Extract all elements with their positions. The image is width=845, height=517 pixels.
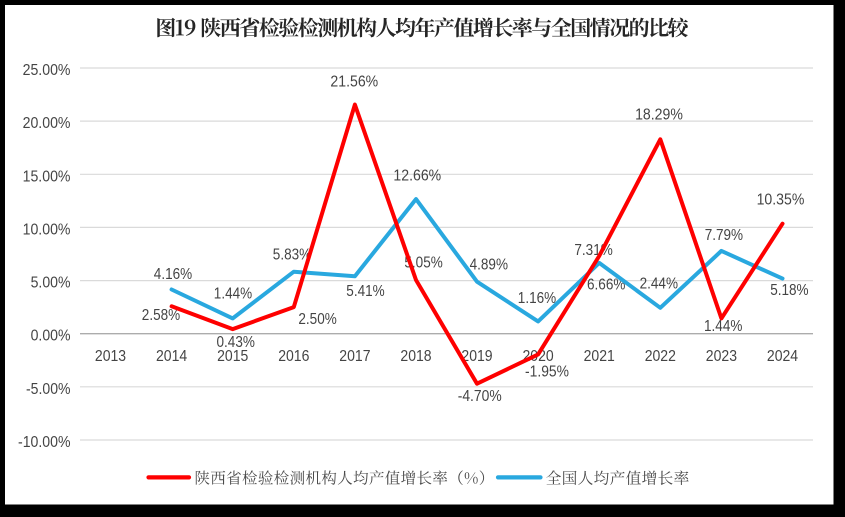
svg-text:2024: 2024 [767, 348, 798, 365]
svg-text:20.00%: 20.00% [23, 115, 71, 132]
svg-text:2.44%: 2.44% [640, 276, 678, 293]
svg-text:21.56%: 21.56% [330, 73, 378, 90]
svg-text:2023: 2023 [706, 348, 737, 365]
svg-text:-1.95%: -1.95% [525, 364, 569, 381]
svg-text:4.16%: 4.16% [154, 266, 192, 283]
svg-text:10.35%: 10.35% [757, 192, 805, 209]
svg-text:5.00%: 5.00% [31, 275, 71, 292]
svg-text:15.00%: 15.00% [23, 168, 71, 185]
svg-text:25.00%: 25.00% [23, 62, 71, 79]
svg-text:-4.70%: -4.70% [458, 388, 502, 405]
svg-text:2018: 2018 [400, 348, 431, 365]
svg-text:2016: 2016 [278, 348, 309, 365]
svg-text:6.66%: 6.66% [587, 277, 625, 294]
svg-text:2019: 2019 [461, 348, 492, 365]
svg-text:1.16%: 1.16% [518, 290, 556, 307]
svg-text:2014: 2014 [156, 348, 187, 365]
svg-text:2020: 2020 [523, 348, 554, 365]
svg-text:2015: 2015 [217, 348, 248, 365]
svg-text:5.05%: 5.05% [404, 255, 442, 272]
svg-text:0.43%: 0.43% [217, 334, 255, 351]
svg-text:12.66%: 12.66% [393, 168, 441, 185]
svg-text:2.58%: 2.58% [142, 307, 180, 324]
svg-text:2013: 2013 [95, 348, 126, 365]
svg-text:2022: 2022 [645, 348, 676, 365]
svg-text:1.44%: 1.44% [704, 318, 742, 335]
svg-text:7.79%: 7.79% [705, 227, 743, 244]
svg-text:-5.00%: -5.00% [26, 381, 71, 398]
svg-text:5.18%: 5.18% [770, 282, 808, 299]
svg-text:18.29%: 18.29% [635, 106, 683, 123]
svg-text:10.00%: 10.00% [23, 221, 71, 238]
svg-text:4.89%: 4.89% [470, 257, 508, 274]
svg-text:1.44%: 1.44% [214, 286, 252, 303]
svg-text:5.83%: 5.83% [273, 247, 311, 264]
svg-text:2017: 2017 [339, 348, 370, 365]
svg-text:-10.00%: -10.00% [18, 434, 71, 451]
svg-text:0.00%: 0.00% [31, 328, 71, 345]
svg-text:2021: 2021 [584, 348, 615, 365]
svg-text:5.41%: 5.41% [346, 283, 384, 300]
svg-text:2.50%: 2.50% [298, 311, 336, 328]
